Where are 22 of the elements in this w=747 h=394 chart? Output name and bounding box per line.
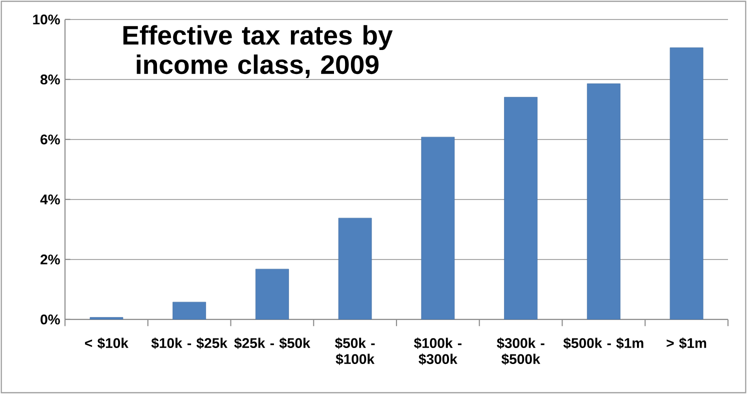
x-tick-label: $25k - $50k: [234, 338, 310, 349]
x-tick-label: $100k - $300k: [414, 338, 462, 365]
x-tick-label: $10k - $25k: [151, 338, 228, 349]
bar: [172, 302, 206, 320]
x-tick-label: $50k - $100k: [335, 338, 375, 365]
bar: [338, 218, 372, 320]
bar: [670, 47, 704, 320]
y-tick-label: 4%: [40, 194, 60, 204]
y-tick-label: 6%: [40, 134, 60, 144]
y-tick-label: 8%: [40, 74, 60, 84]
bar: [421, 136, 455, 320]
y-tick-label: 2%: [40, 254, 60, 264]
text: Effective tax rates by income class, 2009: [123, 25, 393, 78]
x-tick-label: $300k - $500k: [496, 338, 544, 365]
y-tick-label: 10%: [33, 14, 60, 24]
x-tick-label: < $10k: [85, 338, 128, 349]
x-tick-label: $500k - $1m: [563, 338, 644, 349]
bar: [255, 268, 289, 320]
x-tick-label: > $1m: [666, 338, 706, 349]
bar: [586, 83, 620, 320]
bar: [504, 96, 538, 320]
y-tick-label: 0%: [40, 314, 60, 324]
